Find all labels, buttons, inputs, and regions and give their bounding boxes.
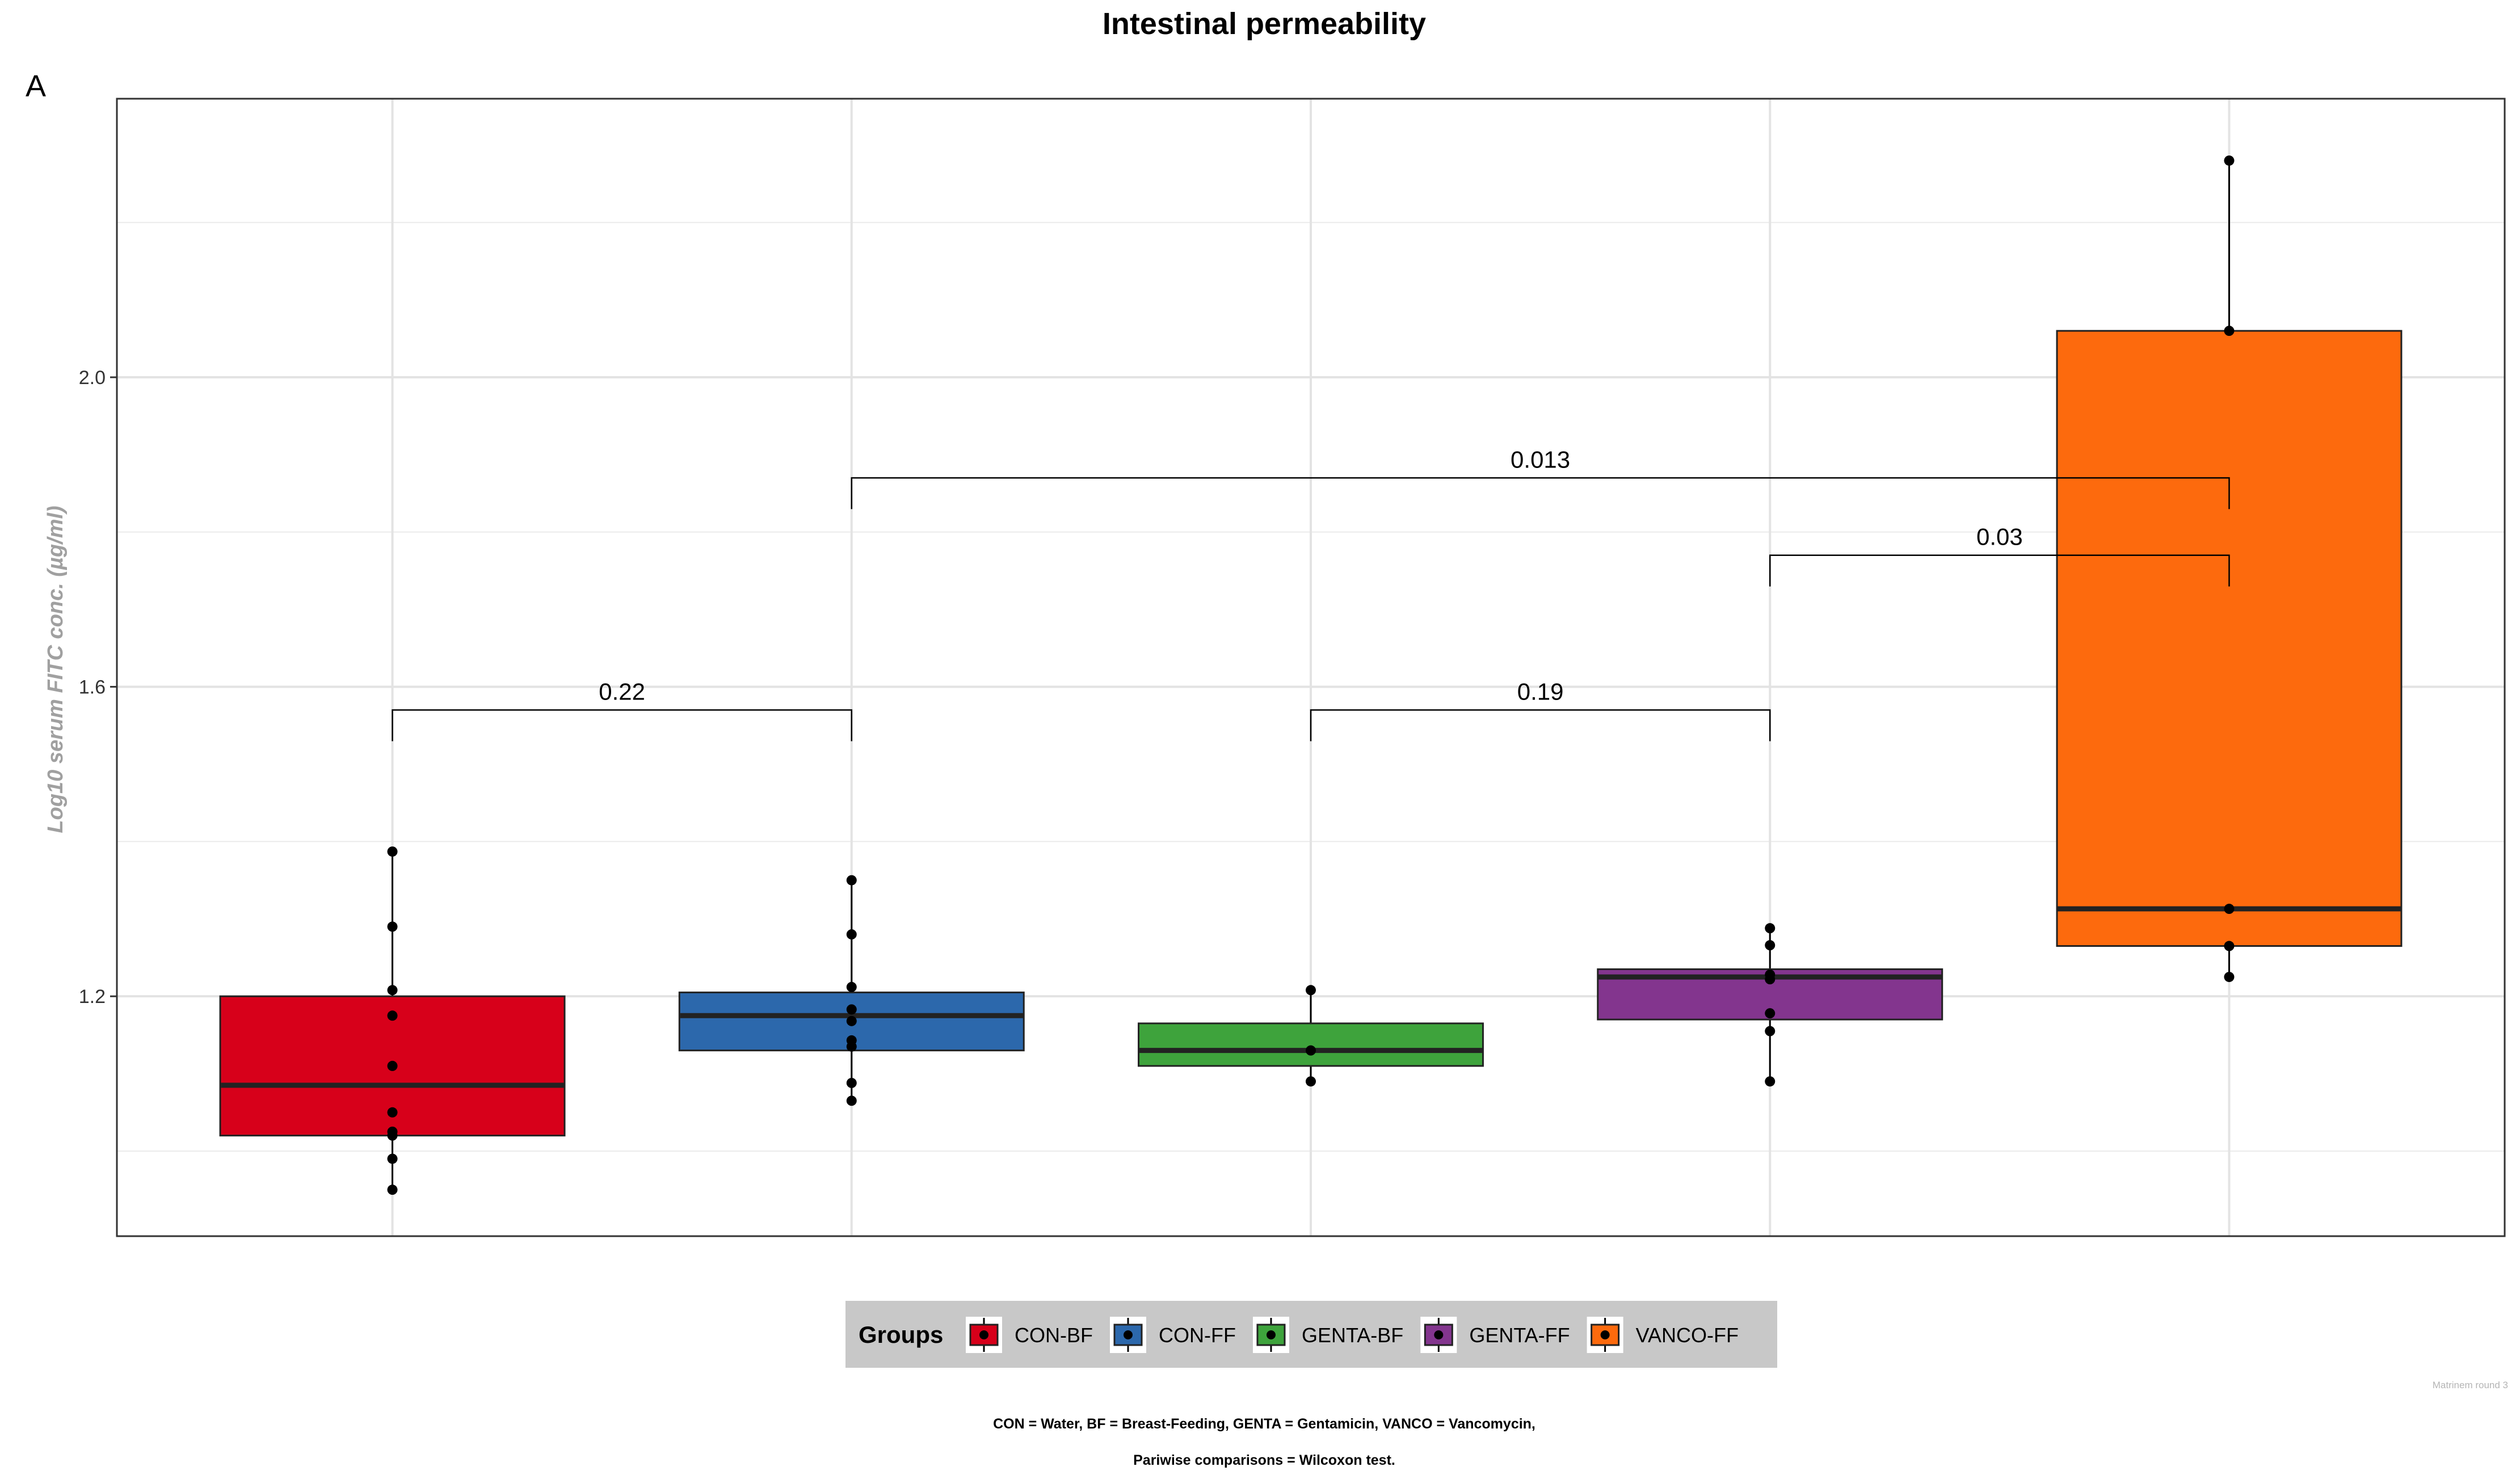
data-point xyxy=(2224,972,2235,983)
data-point xyxy=(1765,923,1776,934)
y-tick-label: 2.0 xyxy=(79,367,106,389)
data-point xyxy=(387,1153,398,1164)
box-genta-bf xyxy=(1138,1022,1484,1067)
data-point xyxy=(1306,985,1316,996)
legend-label: CON-BF xyxy=(1015,1324,1093,1347)
legend-key-point xyxy=(1266,1330,1276,1339)
data-point xyxy=(846,1015,857,1026)
data-point xyxy=(1765,974,1776,985)
data-point xyxy=(387,921,398,932)
legend: Groups CON-BF CON-FF GENTA-BF GENTA-FF VANCO… xyxy=(845,1301,1777,1368)
y-axis-title: Log10 serum FITC conc. (µg/ml) xyxy=(44,505,68,833)
data-point xyxy=(2224,941,2235,951)
comparison-brackets: 0.22 0.19 0.013 0.03 xyxy=(392,446,2230,741)
data-point xyxy=(846,1095,857,1106)
data-point xyxy=(2224,155,2235,166)
legend-key-point xyxy=(1124,1330,1133,1339)
data-point xyxy=(846,981,857,992)
data-points xyxy=(387,155,2235,1195)
comparison-bracket xyxy=(1769,554,2230,587)
data-point xyxy=(387,1130,398,1141)
data-point xyxy=(1765,1026,1776,1036)
data-point xyxy=(846,1041,857,1052)
legend-label: GENTA-BF xyxy=(1302,1324,1403,1347)
caption-abbreviations: CON = Water, BF = Breast-Feeding, GENTA … xyxy=(993,1416,1535,1432)
data-point xyxy=(846,929,857,940)
data-point xyxy=(387,1060,398,1071)
comparison-bracket xyxy=(1310,709,1771,741)
plot-panel-border xyxy=(116,98,2506,1237)
legend-title: Groups xyxy=(859,1321,943,1348)
legend-label: VANCO-FF xyxy=(1636,1324,1739,1347)
caption-test: Pariwise comparisons = Wilcoxon test. xyxy=(1133,1452,1395,1468)
legend-key-point xyxy=(1434,1330,1444,1339)
comparison-bracket xyxy=(392,709,853,741)
data-point xyxy=(2224,904,2235,914)
p-value-label: 0.03 xyxy=(1976,524,2023,550)
data-point xyxy=(1765,1008,1776,1019)
p-value-label: 0.22 xyxy=(599,678,645,705)
panel-tag: A xyxy=(26,69,46,103)
data-point xyxy=(387,1185,398,1195)
y-tick-label: 1.6 xyxy=(79,677,106,698)
data-point xyxy=(1306,1076,1316,1087)
data-point xyxy=(1765,1076,1776,1087)
data-point xyxy=(846,875,857,886)
y-axis: 1.2 1.6 2.0 xyxy=(79,367,117,1008)
data-point xyxy=(387,985,398,996)
watermark: Matrinem round 3 xyxy=(2433,1380,2508,1390)
data-point xyxy=(1306,1045,1316,1056)
data-point xyxy=(846,1004,857,1015)
data-point xyxy=(1765,940,1776,951)
legend-label: CON-FF xyxy=(1159,1324,1236,1347)
data-point xyxy=(387,1107,398,1118)
data-point xyxy=(387,846,398,857)
legend-key-point xyxy=(1600,1330,1610,1339)
comparison-bracket xyxy=(851,477,2230,509)
legend-key-point xyxy=(979,1330,988,1339)
data-point xyxy=(387,1010,398,1021)
p-value-label: 0.013 xyxy=(1511,446,1570,473)
data-point xyxy=(846,1077,857,1088)
p-value-label: 0.19 xyxy=(1517,678,1564,705)
data-point xyxy=(2224,326,2235,336)
chart-title: Intestinal permeability xyxy=(1103,7,1426,41)
legend-key-box xyxy=(1424,1324,1453,1346)
legend-label: GENTA-FF xyxy=(1469,1324,1570,1347)
y-tick-label: 1.2 xyxy=(79,986,106,1008)
box-vanco-ff xyxy=(2056,330,2403,947)
